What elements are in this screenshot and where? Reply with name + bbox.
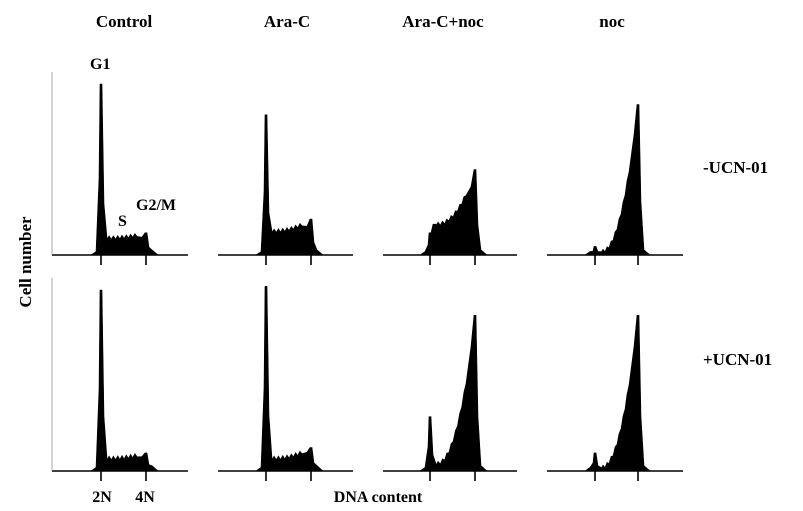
phase-label-s: S [118,213,127,230]
histogram-minus-ucn01-noc [547,104,658,256]
column-title-ara-c: Ara-C [263,12,311,31]
phase-label-g1: G1 [90,56,111,73]
histogram-plus-ucn01-noc [547,314,658,472]
x-tick-label-2n: 2N [92,489,112,506]
phase-label-g2m: G2/M [136,197,176,214]
column-title-noc: noc [599,12,625,31]
histogram-minus-ucn01-ara-c [218,114,331,256]
y-axis-label: Cell number [16,216,35,308]
histogram-plus-ucn01-ara-c-noc [383,314,495,472]
x-tick-label-4n: 4N [135,489,155,506]
row-label-plus-ucn01: +UCN-01 [703,350,773,369]
histogram-minus-ucn01-ara-c-noc [383,169,495,256]
histogram-plus-ucn01-control [52,289,166,472]
row-label-minus-ucn01: -UCN-01 [703,158,769,177]
histogram-plus-ucn01-ara-c [218,286,331,472]
x-axis-label: DNA content [333,489,423,506]
histogram-minus-ucn01-control [52,83,166,256]
column-title-ara-c-noc: Ara-C+noc [402,12,484,31]
column-title-control: Control [95,12,153,31]
